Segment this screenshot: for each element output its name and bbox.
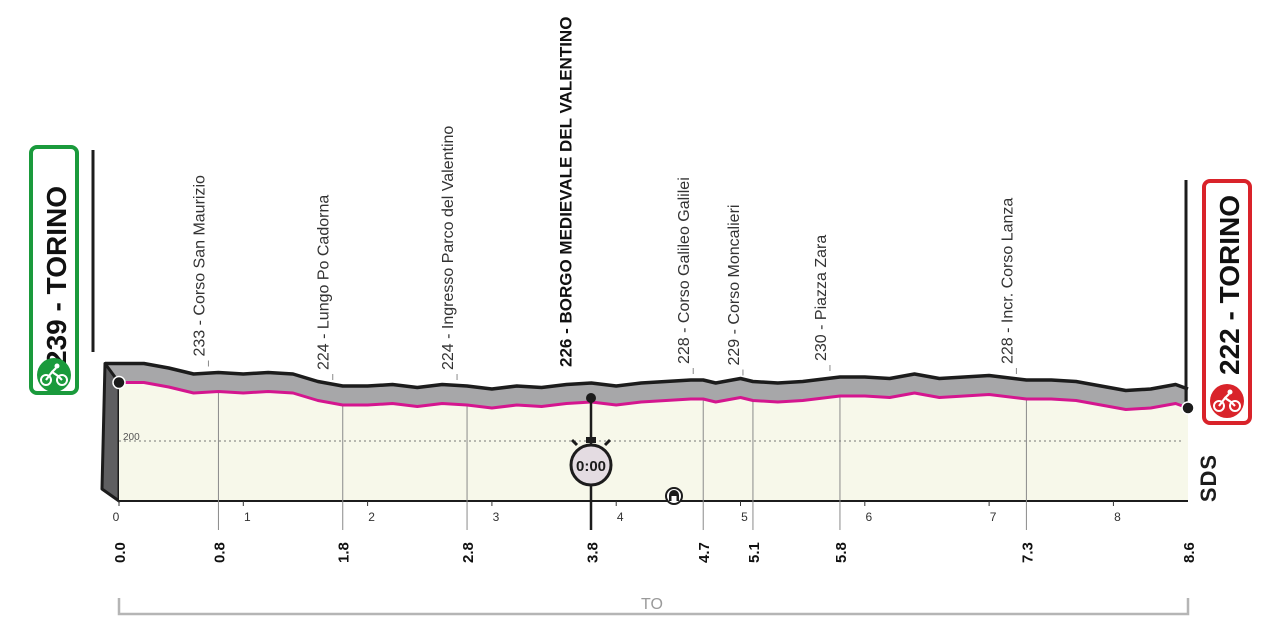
- km-tick-label: 7: [990, 510, 997, 524]
- start-sign: 239 - TORINO: [29, 145, 79, 395]
- km-tick-label: 6: [865, 510, 872, 524]
- waypoint-label: 229 - Corso Moncalieri: [726, 205, 743, 366]
- km-mark-label: 7.3: [1019, 542, 1036, 563]
- tunnel-icon: [665, 487, 683, 505]
- km-mark-label: 8.6: [1181, 542, 1198, 563]
- km-mark-label: 4.7: [696, 542, 713, 563]
- km-tick-label: 0: [113, 510, 120, 524]
- waypoint-label: 228 - Incr. Corso Lanza: [999, 198, 1016, 364]
- stopwatch-icon: 0:00: [569, 393, 613, 530]
- finish-sign-text: 222 - TORINO: [1214, 195, 1245, 375]
- km-mark-label: 0.8: [211, 542, 228, 563]
- finish-point: [1181, 401, 1195, 415]
- profile-front-face: [119, 382, 1188, 501]
- finish-cyclist-icon: [1210, 384, 1244, 418]
- km-mark-label: 3.8: [584, 542, 601, 563]
- profile-top-edge: [105, 361, 1189, 393]
- finish-sign: 222 - TORINO: [1202, 179, 1252, 425]
- km-mark-label: 5.8: [833, 542, 850, 563]
- province-bracket: TO: [117, 596, 1190, 616]
- waypoint-label: 224 - Lungo Po Cadorna: [316, 195, 333, 370]
- altitude-grid-label: 200: [123, 432, 140, 443]
- waypoint-label: 228 - Corso Galileo Galilei: [676, 177, 693, 364]
- waypoint-labels: 233 - Corso San Maurizio 224 - Lungo Po C…: [191, 17, 1016, 370]
- km-tick-label: 1: [244, 510, 251, 524]
- waypoint-label: 230 - Piazza Zara: [813, 235, 830, 361]
- sds-logo: SDS: [1196, 454, 1221, 502]
- km-mark-label: 0.0: [112, 542, 129, 563]
- start-sign-text: 239 - TORINO: [41, 186, 72, 366]
- km-mark-label: 1.8: [336, 542, 353, 563]
- km-tick-label: 5: [741, 510, 748, 524]
- km-mark-label: 2.8: [460, 542, 477, 563]
- km-ticks: 0 1 2 3 4 5 6 7 8: [113, 501, 1121, 524]
- km-tick-label: 4: [617, 510, 624, 524]
- intermediate-time-label: 0:00: [576, 458, 606, 475]
- waypoint-label: 233 - Corso San Maurizio: [191, 175, 208, 357]
- start-point: [112, 375, 126, 390]
- waypoint-lines: [207, 360, 1027, 530]
- km-marks: 0.0 0.8 1.8 2.8 3.8 4.7 5.1 5.8 7.3 8.6: [112, 542, 1198, 563]
- km-tick-label: 8: [1114, 510, 1121, 524]
- km-tick-label: 3: [493, 510, 500, 524]
- km-mark-label: 5.1: [746, 542, 763, 563]
- start-cyclist-icon: [37, 358, 71, 392]
- province-label: TO: [641, 596, 663, 613]
- waypoint-label: 224 - Ingresso Parco del Valentino: [440, 126, 457, 370]
- waypoint-label: 226 - BORGO MEDIEVALE DEL VALENTINO: [556, 17, 575, 367]
- km-tick-label: 2: [368, 510, 375, 524]
- route-profile-line: [119, 381, 1189, 411]
